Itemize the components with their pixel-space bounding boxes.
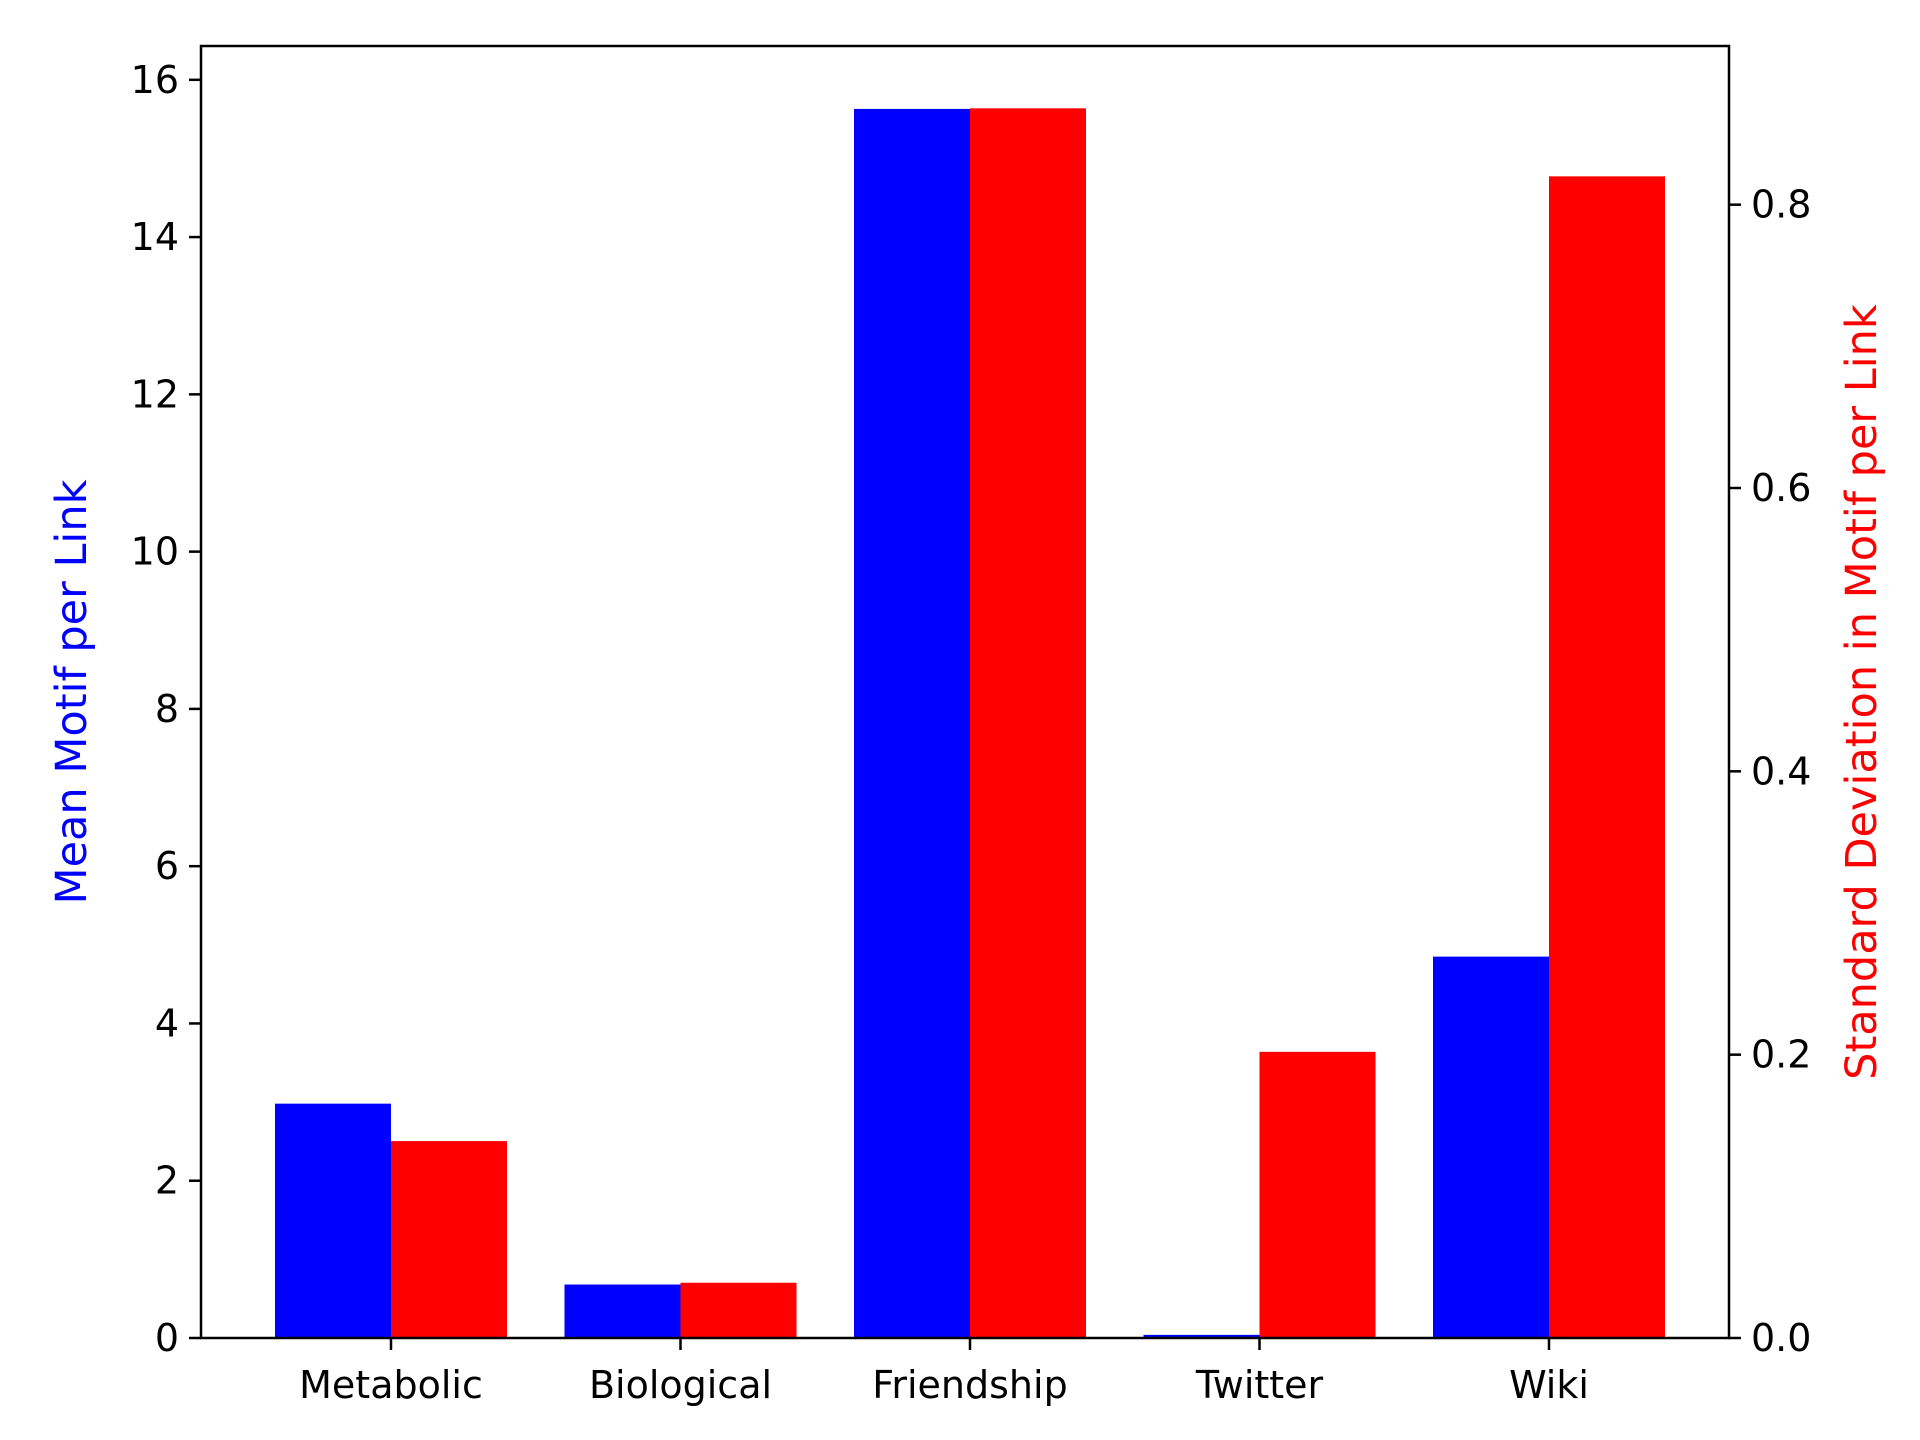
left-y-tick-label: 14 xyxy=(131,215,179,259)
left-y-axis: 0 2 4 6 8 10 12 14 16 xyxy=(131,58,201,1360)
left-y-tick-label: 6 xyxy=(155,844,179,888)
left-y-tick-label: 8 xyxy=(155,687,179,731)
left-y-tick-label: 4 xyxy=(155,1001,179,1045)
bar-metabolic-mean xyxy=(275,1103,391,1338)
bar-wiki-mean xyxy=(1433,956,1549,1338)
plot-frame xyxy=(199,44,1731,1340)
x-tick-label: Metabolic xyxy=(299,1363,483,1407)
right-axis-label: Standard Deviation in Motif per Link xyxy=(1837,304,1887,1080)
bar-friendship-std xyxy=(970,108,1086,1338)
left-y-tick-label: 0 xyxy=(155,1316,179,1360)
right-y-axis: 0.0 0.2 0.4 0.6 0.8 xyxy=(1729,183,1811,1360)
left-y-tick-label: 2 xyxy=(155,1159,179,1203)
right-y-tick-label: 0.2 xyxy=(1751,1033,1811,1077)
bar-friendship-mean xyxy=(854,108,970,1339)
right-y-tick-label: 0.4 xyxy=(1751,749,1811,793)
x-tick-label: Friendship xyxy=(872,1363,1067,1407)
x-tick-label: Twitter xyxy=(1195,1363,1324,1407)
left-axis-label: Mean Motif per Link xyxy=(47,479,97,904)
bar-biological-mean xyxy=(564,1284,681,1338)
right-y-tick-label: 0.0 xyxy=(1751,1316,1811,1360)
left-y-tick-label: 12 xyxy=(131,372,179,416)
left-y-tick-label: 10 xyxy=(131,530,179,574)
bar-twitter-std xyxy=(1259,1051,1376,1338)
bar-metabolic-std xyxy=(391,1141,507,1338)
bar-biological-std xyxy=(680,1282,797,1338)
bars-layer xyxy=(275,108,1665,1339)
bar-wiki-std xyxy=(1549,176,1665,1338)
bar-twitter-mean xyxy=(1143,1334,1260,1338)
right-y-tick-label: 0.6 xyxy=(1751,466,1811,510)
x-tick-label: Wiki xyxy=(1509,1363,1589,1407)
x-tick-label: Biological xyxy=(589,1363,772,1407)
left-y-tick-label: 16 xyxy=(131,58,179,102)
right-y-tick-label: 0.8 xyxy=(1751,183,1811,227)
x-axis: Metabolic Biological Friendship Twitter Wiki xyxy=(299,1338,1589,1407)
